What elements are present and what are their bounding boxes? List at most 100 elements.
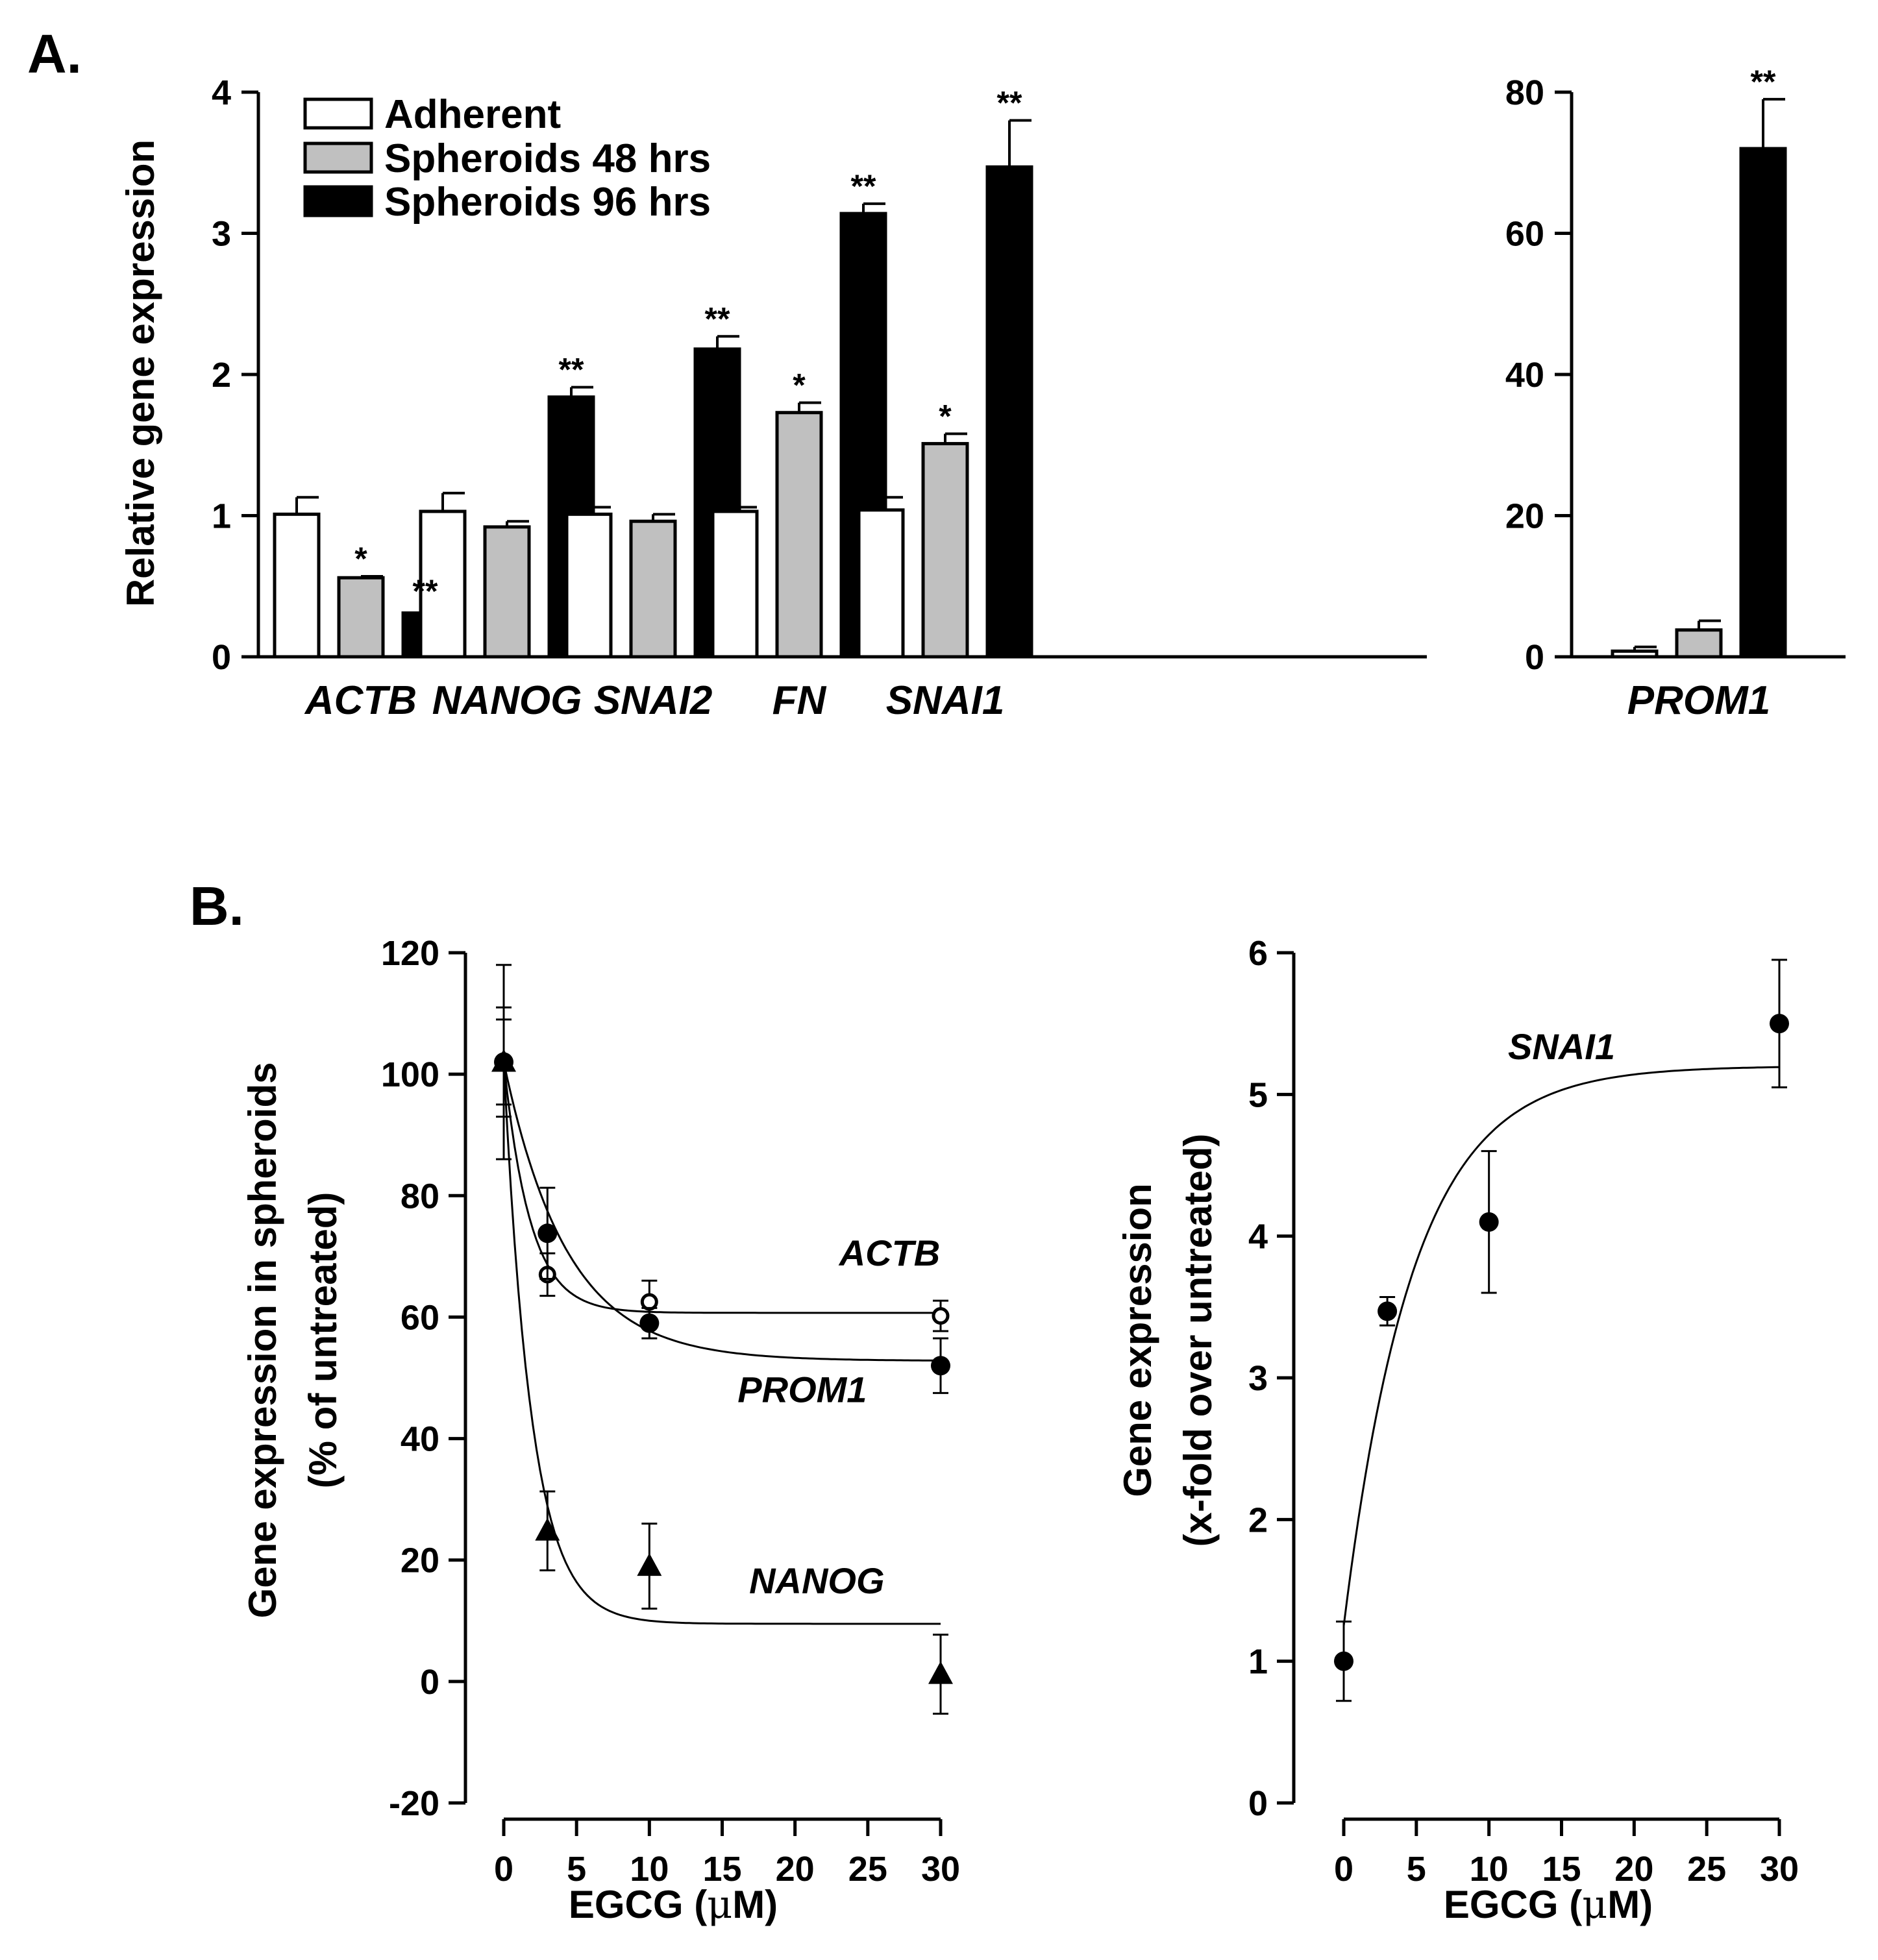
a-left-sig-labels: *************: [354, 85, 1022, 610]
bL-fit-curve-nanog: [502, 1062, 941, 1625]
bR-xtick-label: 0: [1334, 1850, 1353, 1889]
aL-bar-snai2-adherent: [565, 512, 613, 659]
b-left-x-axis-label: EGCG (μM): [569, 1882, 778, 1928]
aL-category-fn: FN: [772, 678, 827, 723]
a-left-y-axis-label: Relative gene expression: [119, 140, 162, 607]
aL-category-snai1: SNAI1: [886, 678, 1005, 723]
aR-sig-prom1-2: **: [1751, 64, 1776, 100]
bR-xtick-label: 20: [1614, 1850, 1653, 1889]
b-left-y-axis-label-line1: Gene expression in spheroids: [241, 1062, 284, 1619]
bL-xtick-label: 10: [630, 1850, 669, 1889]
a-right-yticks: 0 20 40 60 80: [1505, 73, 1572, 677]
bL-curve-label-nanog: NANOG: [749, 1560, 884, 1601]
aL-ytick-label: 2: [212, 356, 231, 395]
bL-point-prom1: [537, 1223, 558, 1243]
bL-fit-curve-actb: [502, 1062, 941, 1314]
bL-xtick-label: 30: [921, 1850, 960, 1889]
b-right-points: [1334, 959, 1789, 1702]
bL-point-nanog: [491, 1049, 516, 1072]
bL-xtick-label: 15: [702, 1850, 741, 1889]
bL-point-actb: [640, 1293, 658, 1311]
bL-ytick-label: 100: [381, 1055, 439, 1094]
aR-bar-prom1-spheroids-96-hrs: [1739, 147, 1787, 659]
legend-swatch-spheroids-48: [303, 141, 373, 174]
bL-xtick-label: 0: [494, 1850, 513, 1889]
b-left-points: [491, 964, 953, 1715]
b-left-curve-labels: ACTB PROM1 NANOG: [737, 1232, 940, 1601]
aL-bar-nanog-adherent: [419, 509, 467, 659]
legend-label-spheroids-96: Spheroids 96 hrs: [384, 180, 711, 225]
aL-bar-actb-spheroids-48-hrs: [337, 576, 385, 659]
aL-bar-nanog-spheroids-48-hrs: [483, 525, 531, 659]
a-left-categories: ACTB NANOG SNAI2 FN SNAI1: [304, 678, 1004, 723]
bL-point-prom1: [931, 1356, 950, 1376]
chart-a-right: 0 20 40 60 80 PROM1 **: [1505, 64, 1846, 723]
aR-ytick-label: 0: [1525, 638, 1544, 677]
aL-bar-actb-adherent: [273, 512, 321, 659]
bR-xtick-label: 30: [1760, 1850, 1799, 1889]
aL-bar-snai2-spheroids-48-hrs: [629, 519, 677, 659]
aL-sig-snai2-2: **: [705, 300, 730, 337]
b-left-axes: -20 0 20 40 60 80 100 120 0 5 10 15 20 25 30: [381, 934, 960, 1889]
bL-xtick-label: 25: [848, 1850, 887, 1889]
bL-curve-label-prom1: PROM1: [737, 1369, 867, 1410]
bL-point-actb: [932, 1307, 950, 1325]
bL-ytick-label: -20: [389, 1784, 439, 1823]
bR-point-snai1: [1334, 1651, 1353, 1671]
bR-point-snai1: [1479, 1212, 1499, 1232]
legend-label-adherent: Adherent: [384, 92, 561, 137]
aL-sig-nanog-2: **: [559, 352, 584, 388]
aL-bar-fn-spheroids-48-hrs: [775, 411, 823, 659]
aL-sig-actb-1: *: [354, 541, 367, 577]
chart-b-left: -20 0 20 40 60 80 100 120 0 5 10 15 20 25 30 ACTB PROM1…: [241, 934, 960, 1928]
panel-label-b: B.: [190, 876, 244, 937]
a-right-sig-labels: **: [1751, 64, 1776, 100]
bR-ytick-label: 3: [1248, 1359, 1268, 1398]
aL-ytick-label: 0: [212, 638, 231, 677]
aL-category-snai2: SNAI2: [594, 678, 713, 723]
legend-label-spheroids-48: Spheroids 48 hrs: [384, 136, 711, 181]
a-right-axes: [1570, 92, 1846, 659]
aL-ytick-label: 3: [212, 215, 231, 254]
bL-point-nanog: [637, 1553, 662, 1576]
bR-curve-label-snai1: SNAI1: [1508, 1026, 1615, 1067]
b-right-x-axis-label: EGCG (μM): [1444, 1882, 1653, 1928]
aR-category-prom1: PROM1: [1627, 678, 1770, 723]
b-left-curves: [502, 1062, 941, 1625]
a-right-bars: [1611, 97, 1787, 659]
panel-label-a: A.: [27, 23, 82, 84]
aL-bar-snai1-spheroids-48-hrs: [921, 442, 969, 659]
b-right-axes: 0 1 2 3 4 5 6 0 5 10 15 20 25 30: [1248, 934, 1799, 1889]
aL-sig-snai1-1: *: [939, 398, 952, 434]
b-left-y-axis-label-line2: (% of untreated): [301, 1192, 345, 1489]
aR-ytick-label: 20: [1505, 497, 1544, 536]
a-right-categories: PROM1: [1627, 678, 1770, 723]
chart-b-right: 0 1 2 3 4 5 6 0 5 10 15 20 25 30 SNAI1 EGCG (μM) Gene…: [1116, 934, 1799, 1928]
bL-ytick-label: 20: [401, 1541, 439, 1580]
bR-point-snai1: [1378, 1301, 1398, 1321]
bL-ytick-label: 120: [381, 934, 439, 973]
bR-ytick-label: 4: [1248, 1218, 1268, 1256]
bL-point-nanog: [535, 1517, 560, 1541]
aL-sig-snai1-2: **: [997, 85, 1022, 121]
bL-xtick-label: 5: [567, 1850, 586, 1889]
bR-ytick-label: 6: [1248, 934, 1268, 973]
bR-ytick-label: 0: [1248, 1784, 1268, 1823]
aL-category-nanog: NANOG: [432, 678, 582, 723]
bR-ytick-label: 2: [1248, 1501, 1268, 1539]
aL-sig-fn-2: **: [851, 168, 876, 204]
aR-ytick-label: 60: [1505, 215, 1544, 254]
b-right-y-axis-label-line2: (x-fold over untreated): [1176, 1134, 1220, 1547]
legend-swatch-spheroids-96: [303, 185, 373, 217]
aL-category-actb: ACTB: [304, 678, 417, 723]
bL-fit-curve-prom1: [502, 1062, 941, 1362]
bL-ytick-label: 60: [401, 1298, 439, 1337]
bL-point-prom1: [639, 1313, 660, 1333]
aL-bar-snai1-spheroids-96-hrs: [985, 165, 1033, 659]
aR-ytick-label: 40: [1505, 356, 1544, 395]
bR-xtick-label: 10: [1470, 1850, 1509, 1889]
legend: Adherent Spheroids 48 hrs Spheroids 96 h…: [303, 92, 711, 225]
aR-ytick-label: 80: [1505, 73, 1544, 112]
legend-swatch-adherent: [303, 97, 373, 130]
